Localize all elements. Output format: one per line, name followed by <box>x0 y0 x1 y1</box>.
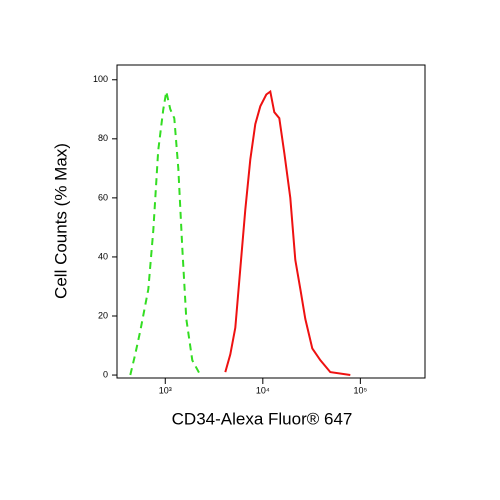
y-tick-label: 60 <box>98 192 108 202</box>
x-tick-label: 10⁵ <box>353 385 367 395</box>
y-tick-label: 40 <box>98 251 108 261</box>
plot-frame <box>116 64 426 379</box>
histogram-line <box>129 91 202 376</box>
x-tick-label: 10⁴ <box>256 385 270 395</box>
y-tick-label: 0 <box>103 369 108 379</box>
y-tick-label: 80 <box>98 133 108 143</box>
x-tick-label: 10³ <box>159 385 172 395</box>
x-axis-title: CD34-Alexa Fluor® 647 <box>172 409 353 428</box>
y-tick-label: 100 <box>93 74 108 84</box>
histogram-line <box>224 89 351 376</box>
y-axis-title: Cell Counts (% Max) <box>51 143 70 299</box>
y-tick-label: 20 <box>98 310 108 320</box>
